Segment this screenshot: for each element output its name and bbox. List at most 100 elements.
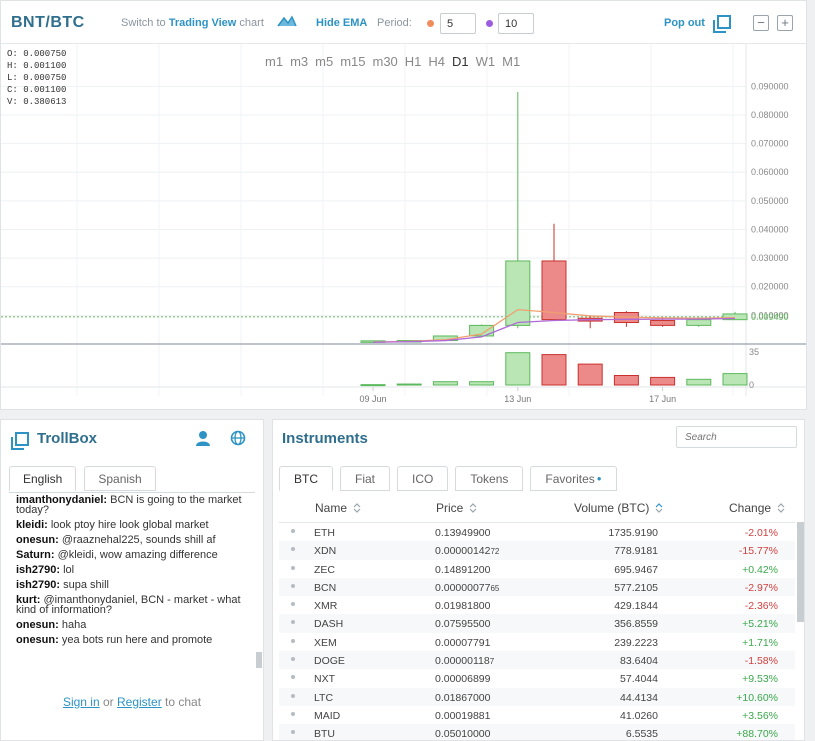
candlestick-chart[interactable]: 0.090000 0.080000 0.070000 0.060000 0.050000…	[1, 44, 806, 410]
pop-out-icon[interactable]	[713, 15, 731, 33]
volume-bar[interactable]	[469, 381, 495, 386]
tab-ico[interactable]: ICO	[397, 466, 449, 491]
instrument-name: XDN	[314, 545, 337, 558]
chat-username[interactable]: kurt:	[16, 594, 41, 606]
chat-username[interactable]: ish2790:	[16, 564, 61, 576]
timeframe-m5[interactable]: m5	[315, 54, 334, 69]
tab-fiat[interactable]: Fiat	[340, 466, 391, 491]
table-row[interactable]: ZEC 0.14891200 695.9467 +0.42%	[279, 560, 795, 578]
timeframe-h1[interactable]: H1	[404, 54, 422, 69]
price-subdigits: 65	[490, 583, 500, 593]
candle-up[interactable]	[686, 319, 712, 326]
candle-down[interactable]	[650, 320, 676, 326]
x-tick-label: 17 Jun	[649, 394, 676, 404]
chat-username[interactable]: onesun:	[16, 619, 59, 631]
tab-tokens[interactable]: Tokens	[455, 466, 524, 491]
column-price[interactable]: Price	[436, 501, 477, 515]
timeframe-m30[interactable]: m30	[372, 54, 398, 69]
minimize-button[interactable]: −	[753, 15, 769, 31]
table-row[interactable]: NXT 0.00006899 57.4044 +9.53%	[279, 669, 795, 687]
chat-text: @raaznehal225, sounds shill af	[61, 534, 216, 546]
sign-in-link[interactable]: Sign in	[62, 695, 100, 709]
chat-username[interactable]: ish2790:	[16, 579, 61, 591]
price-main: 0.01867000	[435, 691, 491, 704]
table-row[interactable]: XDN 0.0000014272 778.9181 -15.77%	[279, 541, 795, 560]
trading-view-switch[interactable]: Switch to Trading View chart	[121, 17, 264, 29]
chat-scrollbar[interactable]	[256, 652, 262, 668]
chat-message: kurt: @imanthonydaniel, BCN - market - w…	[9, 593, 255, 618]
volume-bar[interactable]	[360, 384, 386, 387]
table-row[interactable]: XMR 0.01981800 429.1844 -2.36%	[279, 596, 795, 614]
instrument-price: 0.07595500	[435, 618, 490, 630]
chat-username[interactable]: kleidi:	[16, 519, 48, 531]
pop-out-button[interactable]: Pop out	[664, 17, 705, 29]
row-bullet	[291, 602, 295, 607]
candle-down[interactable]	[541, 260, 567, 321]
instrument-volume: 429.1844	[614, 600, 658, 613]
ema-slow-dot	[486, 20, 493, 27]
ema-slow-period-input[interactable]	[498, 13, 534, 34]
table-row[interactable]: XEM 0.00007791 239.2223 +1.71%	[279, 633, 795, 651]
column-name[interactable]: Name	[315, 501, 361, 515]
tab-favorites[interactable]: Favorites ●	[530, 466, 617, 491]
volume-bar[interactable]	[505, 352, 531, 386]
tab-english[interactable]: English	[9, 466, 77, 491]
sort-icon	[353, 503, 361, 513]
chat-username[interactable]: onesun:	[16, 534, 59, 546]
search-input[interactable]	[676, 426, 797, 448]
volume-bar[interactable]	[650, 376, 676, 386]
instruments-scrollbar[interactable]	[797, 522, 804, 622]
register-link[interactable]: Register	[117, 695, 162, 709]
tab-btc[interactable]: BTC	[279, 466, 333, 491]
hide-ema-button[interactable]: Hide EMA	[316, 17, 368, 29]
trading-view-icon[interactable]	[277, 14, 297, 28]
maximize-button[interactable]: +	[777, 15, 793, 31]
table-row[interactable]: LTC 0.01867000 44.4134 +10.60%	[279, 687, 795, 706]
ema-fast-period-input[interactable]	[440, 13, 476, 34]
tab-spanish[interactable]: Spanish	[84, 466, 156, 491]
instrument-price: 0.00019881	[435, 710, 490, 722]
volume-tick-label: 0	[749, 380, 754, 390]
volume-bar[interactable]	[541, 354, 567, 386]
table-row[interactable]: MAID 0.00019881 41.0260 +3.56%	[279, 706, 795, 724]
table-row[interactable]: ETH 0.13949900 1735.9190 -2.01%	[279, 523, 795, 541]
instruments-title: Instruments	[282, 430, 368, 447]
volume-tick-label: 35	[749, 347, 759, 357]
timeframe-m1[interactable]: m1	[265, 54, 284, 69]
volume-bar[interactable]	[722, 373, 748, 386]
table-row[interactable]: BTU 0.05010000 6.5535 +88.70%	[279, 724, 795, 740]
chat-username[interactable]: Saturn:	[16, 549, 55, 561]
table-row[interactable]: BCN 0.0000007765 577.2105 -2.97%	[279, 577, 795, 597]
chat-username[interactable]: onesun:	[16, 634, 59, 646]
timeframe-d1[interactable]: D1	[452, 54, 469, 69]
price-main: 0.14891200	[435, 563, 491, 576]
volume-bar[interactable]	[396, 383, 422, 386]
instrument-price: 0.000001187	[435, 655, 494, 667]
timeframe-w1[interactable]: W1	[475, 54, 496, 69]
chat-messages[interactable]: imanthonydaniel: BCN is going to the mar…	[9, 492, 255, 670]
instruments-panel: Instruments BTC Fiat ICO Tokens Favorite…	[272, 419, 805, 741]
volume-bar[interactable]	[686, 378, 712, 386]
globe-icon[interactable]	[230, 430, 246, 446]
volume-bar[interactable]	[432, 381, 458, 386]
trollbox-popout-icon[interactable]	[11, 432, 29, 450]
timeframe-m1[interactable]: M1	[502, 54, 521, 69]
sort-active-icon	[655, 503, 663, 513]
table-row[interactable]: DOGE 0.000001187 83.6404 -1.58%	[279, 651, 795, 670]
column-change[interactable]: Change	[729, 501, 785, 515]
timeframe-h4[interactable]: H4	[428, 54, 446, 69]
table-row[interactable]: DASH 0.07595500 356.8559 +5.21%	[279, 614, 795, 633]
user-icon[interactable]	[195, 430, 211, 446]
candle-up[interactable]	[469, 324, 495, 337]
ema-slow-line	[372, 317, 736, 343]
volume-bar[interactable]	[613, 375, 639, 386]
candle-up[interactable]	[722, 313, 748, 321]
switch-link[interactable]: Trading View	[168, 17, 237, 29]
timeframe-m3[interactable]: m3	[290, 54, 309, 69]
volume-bar[interactable]	[577, 363, 603, 386]
timeframe-m15[interactable]: m15	[340, 54, 366, 69]
column-volume[interactable]: Volume (BTC)	[574, 501, 663, 515]
sort-icon	[777, 503, 785, 513]
favorites-label: Favorites	[545, 472, 595, 486]
chat-username[interactable]: imanthonydaniel:	[16, 494, 108, 506]
